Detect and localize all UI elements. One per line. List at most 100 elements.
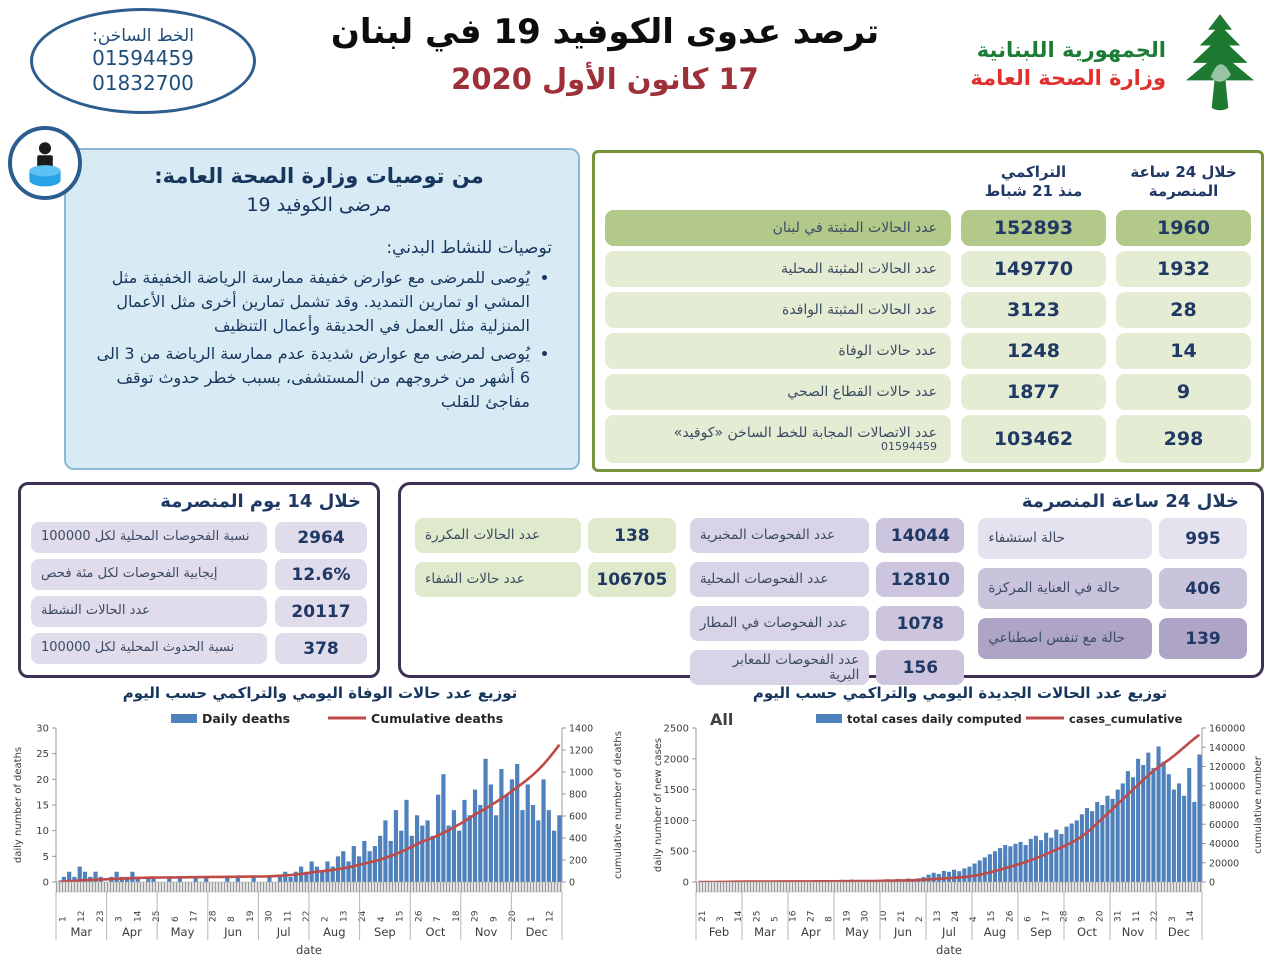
charts-section: توزيع عدد حالات الوفاة اليومي والتراكمي … — [0, 684, 1280, 960]
svg-text:25: 25 — [36, 749, 49, 760]
svg-text:Apr: Apr — [801, 925, 821, 939]
report-date: 17 كانون الأول 2020 — [451, 62, 759, 96]
svg-text:10: 10 — [36, 826, 49, 837]
svg-text:60000: 60000 — [1209, 820, 1239, 831]
recommendations-list: يُوصى للمرضى مع عوارض خفيفة ممارسة الريا… — [86, 266, 552, 414]
stat-label: عدد حالات القطاع الصحي — [605, 374, 951, 410]
svg-text:cumulative number of deaths: cumulative number of deaths — [613, 731, 624, 879]
svg-text:120000: 120000 — [1209, 762, 1245, 773]
svg-text:21: 21 — [698, 911, 708, 922]
svg-text:2000: 2000 — [664, 754, 689, 765]
svg-text:10: 10 — [879, 910, 889, 922]
stat-value: 14044 — [876, 518, 965, 553]
svg-text:2500: 2500 — [664, 724, 689, 735]
patient-icon — [8, 126, 82, 200]
stat-last24: 1932 — [1116, 251, 1251, 287]
svg-text:30: 30 — [861, 910, 871, 922]
svg-text:400: 400 — [569, 834, 587, 845]
svg-text:22: 22 — [302, 911, 312, 922]
svg-text:30: 30 — [36, 724, 49, 735]
svg-text:11: 11 — [1132, 911, 1142, 922]
tests-column: عدد الفحوصات المخبرية 14044 عدد الفحوصات… — [689, 518, 965, 685]
table-row: حالة استشفاء 995 — [978, 518, 1247, 559]
stat-value: 12.6% — [275, 559, 367, 590]
stat-label: عدد الحالات المثبتة المحلية — [605, 251, 951, 287]
summary-table-header: التراكمي منذ 21 شباط خلال 24 ساعة المنصر… — [605, 159, 1251, 205]
stat-label: عدد الحالات المثبتة في لبنان — [605, 210, 951, 246]
stat-label: إيجابية الفحوصات لكل مئة فحص — [31, 559, 267, 590]
stat-label: عدد الحالات المثبتة الوافدة — [605, 292, 951, 328]
last14days-box: خلال 14 يوم المنصرمة نسبة الفحوصات المحل… — [18, 482, 380, 678]
svg-text:3: 3 — [716, 916, 726, 922]
last24hours-heading: خلال 24 ساعة المنصرمة — [1021, 491, 1239, 512]
svg-text:20: 20 — [36, 775, 49, 786]
cases-chart-title: توزيع عدد الحالات الجديدة اليومي والتراك… — [752, 684, 1168, 702]
stat-cumulative: 3123 — [961, 292, 1106, 328]
stat-value: 2964 — [275, 522, 367, 553]
svg-text:Nov: Nov — [1122, 925, 1145, 939]
cedar-tree-icon — [1174, 12, 1266, 116]
svg-text:31: 31 — [1114, 911, 1124, 922]
recommendations-heading: من توصيات وزارة الصحة العامة: — [154, 164, 484, 188]
svg-text:20000: 20000 — [1209, 858, 1239, 869]
hotline-number-1: 01594459 — [92, 46, 194, 70]
svg-text:1: 1 — [527, 916, 537, 922]
svg-text:16: 16 — [788, 910, 798, 922]
recovery-column: عدد الحالات المكررة 138 عدد حالات الشفاء… — [415, 518, 676, 685]
deaths-chart: 0 5 10 15 20 25 30 0 200 400 600 800 1000 1200 1400 1 12… — [10, 706, 640, 960]
table-row: عدد الفحوصات المحلية 12810 — [689, 562, 965, 597]
svg-text:Jul: Jul — [276, 925, 291, 939]
svg-text:24: 24 — [358, 910, 368, 922]
svg-text:4: 4 — [377, 916, 387, 922]
svg-text:daily number of deaths: daily number of deaths — [13, 747, 24, 863]
cases-chart-panel: توزيع عدد الحالات الجديدة اليومي والتراك… — [640, 684, 1280, 960]
svg-text:30: 30 — [265, 910, 275, 922]
table-row: عدد حالات القطاع الصحي 1877 9 — [605, 374, 1251, 410]
svg-text:11: 11 — [283, 911, 293, 922]
svg-text:1500: 1500 — [664, 785, 689, 796]
svg-text:100000: 100000 — [1209, 781, 1245, 792]
column-header-24h: خلال 24 ساعة المنصرمة — [1130, 163, 1237, 200]
svg-text:23: 23 — [96, 911, 106, 922]
ministry-name: الجمهورية اللبنانية وزارة الصحة العامة — [970, 38, 1166, 90]
table-row: عدد حالات الشفاء 106705 — [415, 562, 676, 597]
report-title: ترصد عدوى الكوفيد 19 في لبنان — [330, 12, 880, 52]
svg-text:9: 9 — [1078, 916, 1088, 922]
list-item: يُوصى لمرضى مع عوارض شديدة عدم ممارسة ال… — [86, 342, 530, 414]
svg-text:0: 0 — [569, 878, 575, 889]
table-row: عدد الفحوصات المخبرية 14044 — [689, 518, 965, 553]
stat-cumulative: 149770 — [961, 251, 1106, 287]
svg-text:17: 17 — [190, 911, 200, 922]
svg-text:13: 13 — [340, 911, 350, 922]
stat-label: عدد الحالات المكررة — [415, 518, 581, 553]
table-row: حالة في العناية المركزة 406 — [978, 568, 1247, 609]
svg-text:15: 15 — [987, 911, 997, 922]
stat-value: 378 — [275, 633, 367, 664]
svg-text:May: May — [845, 925, 869, 939]
svg-text:8: 8 — [825, 916, 835, 922]
table-row: نسبة الحدوث المحلية لكل 100000 378 — [31, 633, 367, 664]
svg-text:1: 1 — [58, 916, 68, 922]
svg-text:18: 18 — [452, 910, 462, 922]
stat-last24: 298 — [1116, 415, 1251, 463]
ministry-name-line2: وزارة الصحة العامة — [970, 66, 1166, 90]
svg-text:Sep: Sep — [1030, 925, 1052, 939]
svg-text:Feb: Feb — [709, 925, 729, 939]
stat-last24: 14 — [1116, 333, 1251, 369]
stat-label: نسبة الحدوث المحلية لكل 100000 — [31, 633, 267, 664]
summary-table: التراكمي منذ 21 شباط خلال 24 ساعة المنصر… — [592, 150, 1264, 472]
table-row: عدد الحالات النشطة 20117 — [31, 596, 367, 627]
stat-label: حالة استشفاء — [978, 518, 1152, 559]
svg-text:19: 19 — [246, 910, 256, 922]
svg-text:14: 14 — [133, 910, 143, 922]
svg-text:Aug: Aug — [323, 925, 345, 939]
ministry-logo: الجمهورية اللبنانية وزارة الصحة العامة — [970, 12, 1266, 116]
svg-text:2: 2 — [915, 916, 925, 922]
table-row: عدد الفحوصات للمعابر البرية 156 — [689, 650, 965, 685]
stat-last24: 9 — [1116, 374, 1251, 410]
svg-text:Jun: Jun — [893, 925, 912, 939]
stat-value: 406 — [1159, 568, 1247, 609]
svg-text:40000: 40000 — [1209, 839, 1239, 850]
header: الخط الساخن: 01594459 01832700 ترصد عدوى… — [0, 0, 1280, 140]
stat-cumulative: 1877 — [961, 374, 1106, 410]
